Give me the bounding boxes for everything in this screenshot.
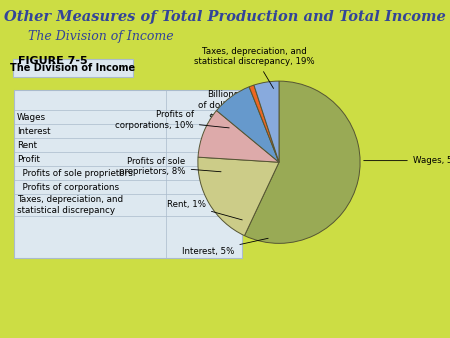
Text: 2,571: 2,571 xyxy=(214,200,239,210)
Wedge shape xyxy=(216,87,279,162)
FancyBboxPatch shape xyxy=(13,59,133,77)
Text: 1,372: 1,372 xyxy=(214,183,239,192)
Text: Interest, 5%: Interest, 5% xyxy=(182,238,268,256)
Wedge shape xyxy=(249,85,279,162)
FancyBboxPatch shape xyxy=(14,90,242,258)
Text: Rent, 1%: Rent, 1% xyxy=(167,200,242,220)
Text: The Division of Income: The Division of Income xyxy=(10,63,135,73)
Text: Profits of sole
proprietors, 8%: Profits of sole proprietors, 8% xyxy=(119,156,221,176)
Text: Wages, 57%: Wages, 57% xyxy=(364,156,450,165)
Text: 1,015: 1,015 xyxy=(214,169,239,177)
Wedge shape xyxy=(254,81,279,162)
Text: Interest: Interest xyxy=(17,126,50,136)
Wedge shape xyxy=(244,81,360,243)
Text: $7,496: $7,496 xyxy=(209,113,239,121)
Text: 716: 716 xyxy=(222,126,239,136)
Wedge shape xyxy=(198,111,279,162)
Text: Wages: Wages xyxy=(17,113,46,121)
Text: Billions
of dollars: Billions of dollars xyxy=(198,90,239,110)
Text: The Division of Income: The Division of Income xyxy=(28,30,174,43)
Text: Taxes, depreciation, and
statistical discrepancy, 19%: Taxes, depreciation, and statistical dis… xyxy=(194,47,315,89)
Text: Profits of
corporations, 10%: Profits of corporations, 10% xyxy=(115,111,229,130)
Text: Profit: Profit xyxy=(17,154,40,164)
Text: Taxes, depreciation, and
statistical discrepancy: Taxes, depreciation, and statistical dis… xyxy=(17,195,123,215)
Text: Other Measures of Total Production and Total Income: Other Measures of Total Production and T… xyxy=(4,10,446,24)
Text: Profits of corporations: Profits of corporations xyxy=(17,183,119,192)
Wedge shape xyxy=(198,157,279,236)
Text: Profits of sole proprietors: Profits of sole proprietors xyxy=(17,169,133,177)
Text: Rent: Rent xyxy=(17,141,37,149)
Text: 77: 77 xyxy=(228,141,239,149)
Text: 2,387: 2,387 xyxy=(214,154,239,164)
Text: FIGURE 7-5: FIGURE 7-5 xyxy=(18,56,88,66)
